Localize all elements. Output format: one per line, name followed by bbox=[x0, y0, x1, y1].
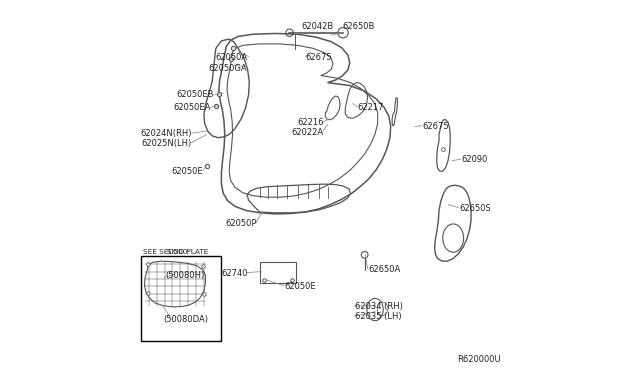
Text: 62050GA: 62050GA bbox=[209, 64, 248, 73]
Text: 62025N(LH): 62025N(LH) bbox=[141, 139, 191, 148]
Text: 62675: 62675 bbox=[305, 53, 332, 62]
Text: 62216: 62216 bbox=[297, 118, 324, 127]
Text: 62650S: 62650S bbox=[460, 204, 492, 213]
Text: 62050E: 62050E bbox=[171, 167, 203, 176]
Text: 62217: 62217 bbox=[357, 103, 384, 112]
Text: 62034 (RH): 62034 (RH) bbox=[355, 302, 403, 311]
Text: 62024N(RH): 62024N(RH) bbox=[140, 129, 191, 138]
Text: (50080DA): (50080DA) bbox=[163, 315, 208, 324]
Text: (50080H): (50080H) bbox=[166, 271, 205, 280]
Text: R620000U: R620000U bbox=[457, 355, 500, 364]
Text: 62740: 62740 bbox=[221, 269, 248, 278]
Text: 62022A: 62022A bbox=[292, 128, 324, 137]
Text: 62650B: 62650B bbox=[342, 22, 374, 31]
Text: 62050P: 62050P bbox=[225, 219, 257, 228]
Text: 62050EA: 62050EA bbox=[173, 103, 211, 112]
Text: 62050EB: 62050EB bbox=[177, 90, 214, 99]
Text: 62042B: 62042B bbox=[301, 22, 333, 31]
Bar bbox=[141, 256, 221, 341]
Text: 62035 (LH): 62035 (LH) bbox=[355, 312, 402, 321]
Text: 62650A: 62650A bbox=[369, 265, 401, 274]
Text: 62090: 62090 bbox=[461, 155, 488, 164]
Text: 62675: 62675 bbox=[422, 122, 449, 131]
Text: SKID PLATE: SKID PLATE bbox=[168, 249, 209, 255]
Bar bbox=[260, 262, 296, 283]
Text: SEE SEC500: SEE SEC500 bbox=[143, 249, 188, 255]
Text: 62050E: 62050E bbox=[285, 282, 316, 291]
Text: 62050A: 62050A bbox=[215, 53, 248, 62]
